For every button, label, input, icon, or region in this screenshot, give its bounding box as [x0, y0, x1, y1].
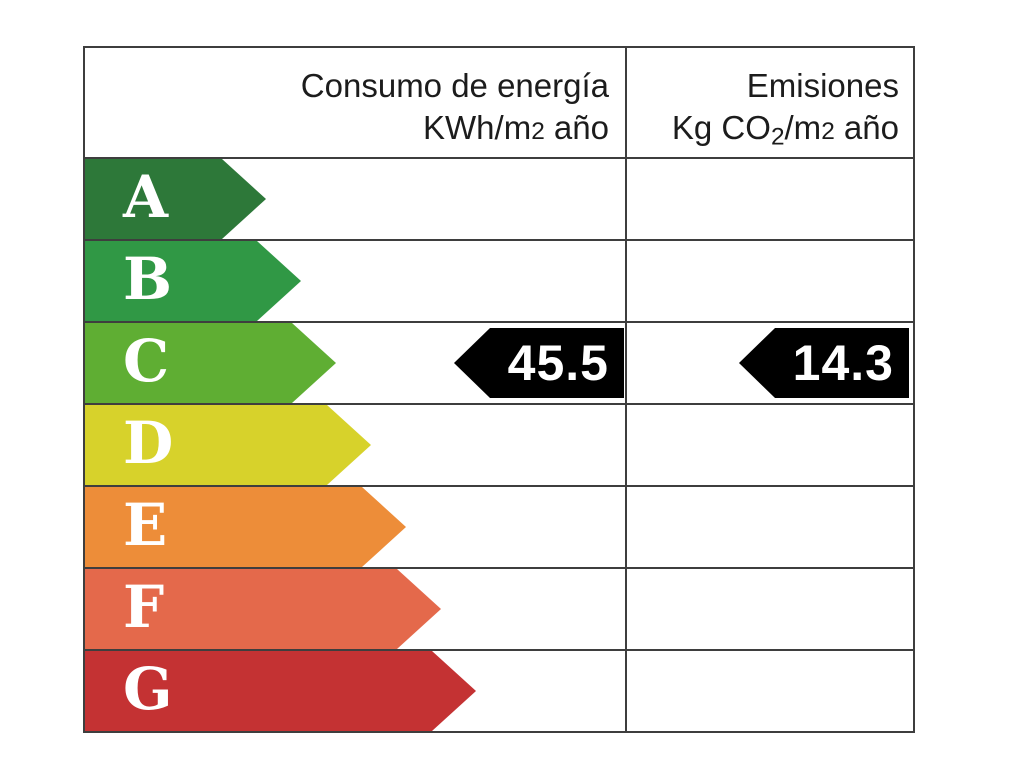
- rating-arrow-b: B: [85, 241, 301, 321]
- rating-arrow-a: A: [85, 159, 266, 239]
- emissions-value-arrow: 14.3: [739, 328, 909, 398]
- rating-row-a: A: [85, 157, 913, 239]
- consumption-cell-b: B: [85, 241, 625, 321]
- rating-row-d: D: [85, 403, 913, 485]
- rating-letter: A: [123, 163, 169, 231]
- emissions-value: 14.3: [792, 335, 894, 391]
- consumption-header: Consumo de energía KWh/m2 año: [85, 48, 625, 157]
- rating-row-g: G: [85, 649, 913, 731]
- rating-letter: E: [123, 491, 168, 559]
- rating-letter: F: [123, 573, 165, 641]
- emissions-header: Emisiones Kg CO2/m2 año: [625, 48, 913, 157]
- rating-row-f: F: [85, 567, 913, 649]
- consumption-value-arrow: 45.5: [454, 328, 624, 398]
- consumption-value: 45.5: [507, 335, 609, 391]
- rating-letter: D: [123, 409, 174, 477]
- rating-arrow-c: C: [85, 323, 336, 403]
- emissions-cell-a: [625, 159, 913, 239]
- consumption-cell-e: E: [85, 487, 625, 567]
- emissions-cell-f: [625, 569, 913, 649]
- rating-arrow-g: G: [85, 651, 476, 731]
- table-header: Consumo de energía KWh/m2 año Emisiones …: [85, 48, 913, 157]
- rating-row-c: C 45.5 14.3: [85, 321, 913, 403]
- rating-row-e: E: [85, 485, 913, 567]
- rating-letter: C: [123, 327, 170, 395]
- rating-letter: G: [123, 655, 173, 723]
- consumption-cell-g: G: [85, 651, 625, 731]
- consumption-title: Consumo de energía: [300, 67, 609, 104]
- emissions-cell-g: [625, 651, 913, 731]
- rating-arrow-f: F: [85, 569, 441, 649]
- squared-exponent: 2: [821, 118, 835, 145]
- emissions-cell-b: [625, 241, 913, 321]
- emissions-cell-c: 14.3: [625, 323, 913, 403]
- rating-row-b: B: [85, 239, 913, 321]
- consumption-cell-c: C 45.5: [85, 323, 625, 403]
- consumption-cell-f: F: [85, 569, 625, 649]
- rating-letter: B: [123, 245, 173, 313]
- consumption-cell-d: D: [85, 405, 625, 485]
- co2-subscript: 2: [770, 123, 785, 151]
- emissions-title: Emisiones: [746, 67, 899, 104]
- consumption-unit: KWh/m2 año: [423, 109, 609, 146]
- rating-arrow-d: D: [85, 405, 371, 485]
- emissions-cell-e: [625, 487, 913, 567]
- emissions-unit: Kg CO2/m2 año: [671, 109, 899, 151]
- emissions-cell-d: [625, 405, 913, 485]
- energy-rating-table: Consumo de energía KWh/m2 año Emisiones …: [83, 46, 915, 733]
- rating-rows: A B C 45.5 14.3 D E F G: [85, 157, 913, 731]
- squared-exponent: 2: [531, 118, 545, 145]
- consumption-cell-a: A: [85, 159, 625, 239]
- rating-arrow-e: E: [85, 487, 406, 567]
